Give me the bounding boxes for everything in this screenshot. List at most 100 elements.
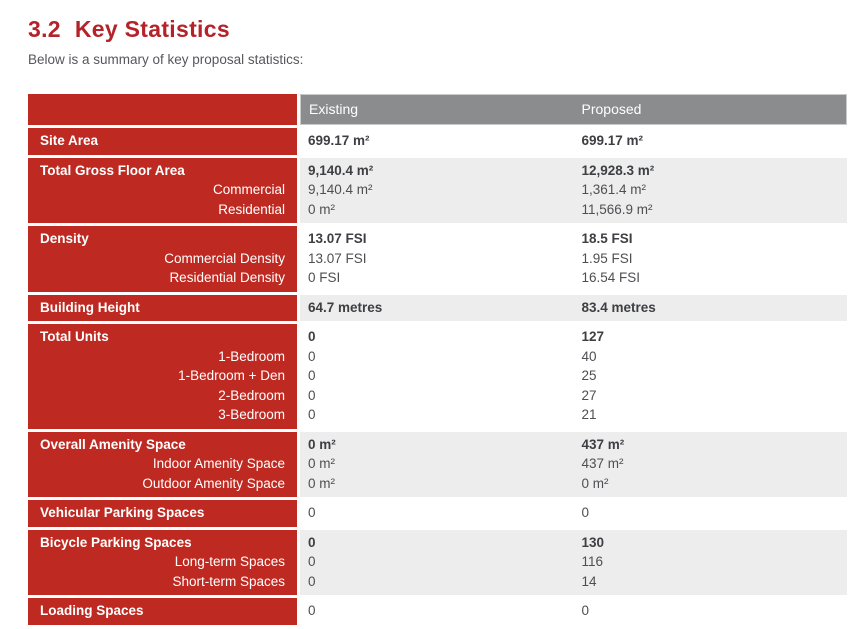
existing-main-value: 0 m² xyxy=(308,436,336,452)
row-label-cell: Building Height xyxy=(28,294,300,321)
existing-value-cell: 64.7 metres xyxy=(300,294,574,321)
existing-sub-value: 0 FSI xyxy=(308,270,341,285)
intro-text: Below is a summary of key proposal stati… xyxy=(28,52,304,67)
table-row: Site Area 699.17 m² 699.17 m² xyxy=(28,128,847,155)
proposed-main-value: 699.17 m² xyxy=(581,133,644,148)
row-sublabel: 1-Bedroom + Den xyxy=(178,368,285,383)
existing-value-cell: 13.07 FSI 13.07 FSI 0 FSI xyxy=(300,226,574,292)
header-columns: Existing Proposed xyxy=(300,94,847,125)
row-label: Bicycle Parking Spaces xyxy=(40,534,192,550)
table-row: Building Height 64.7 metres 83.4 metres xyxy=(28,294,847,321)
existing-sub-value: 0 xyxy=(308,573,316,589)
existing-sub-value: 0 m² xyxy=(308,201,335,217)
row-label: Vehicular Parking Spaces xyxy=(40,505,205,520)
existing-main-value: 13.07 FSI xyxy=(308,231,367,246)
existing-sub-value: 0 xyxy=(308,387,316,403)
row-sublabel: Long-term Spaces xyxy=(174,554,285,569)
proposed-main-value: 18.5 FSI xyxy=(581,231,633,246)
existing-main-value: 0 xyxy=(308,603,316,618)
row-sublabel: Outdoor Amenity Space xyxy=(142,475,285,491)
existing-sub-value: 0 xyxy=(308,554,316,569)
proposed-sub-value: 1,361.4 m² xyxy=(581,182,647,197)
section-heading: 3.2 Key Statistics xyxy=(28,16,847,43)
row-values: 13.07 FSI 13.07 FSI 0 FSI 18.5 FSI 1.95 FSI 1… xyxy=(300,226,847,292)
row-sublabel: Residential xyxy=(218,201,285,217)
existing-main-value: 9,140.4 m² xyxy=(308,162,374,178)
row-label-cell: Total Units 1-Bedroom 1-Bedroom + Den 2-Bed… xyxy=(28,324,300,429)
row-sublabel: 1-Bedroom xyxy=(218,348,285,364)
proposed-sub-value: 16.54 FSI xyxy=(581,270,641,285)
row-values: 9,140.4 m² 9,140.4 m² 0 m² 12,928.3 m² 1,361… xyxy=(300,157,847,223)
proposed-main-value: 83.4 metres xyxy=(581,299,656,315)
proposed-sub-value: 437 m² xyxy=(581,456,624,471)
row-label-cell: Density Commercial Density Residential Den… xyxy=(28,226,300,292)
existing-sub-value: 0 m² xyxy=(308,456,335,471)
existing-value-cell: 0 xyxy=(300,500,574,527)
existing-sub-value: 0 xyxy=(308,348,316,364)
row-label-cell: Loading Spaces xyxy=(28,598,300,625)
table-row: Overall Amenity Space Indoor Amenity Spac… xyxy=(28,431,847,497)
proposed-sub-value: 40 xyxy=(581,348,597,364)
proposed-main-value: 12,928.3 m² xyxy=(581,162,655,178)
table-row: Bicycle Parking Spaces Long-term Spaces Sh… xyxy=(28,529,847,595)
key-statistics-table: Existing Proposed Site Area 699.17 m² 699.… xyxy=(28,94,847,628)
row-label: Total Units xyxy=(40,329,109,344)
header-spacer-cell xyxy=(28,94,300,125)
proposed-value-cell: 127 40 25 27 21 xyxy=(573,324,847,429)
row-label: Density xyxy=(40,231,89,246)
existing-value-cell: 0 xyxy=(300,598,574,625)
proposed-value-cell: 12,928.3 m² 1,361.4 m² 11,566.9 m² xyxy=(573,157,847,223)
proposed-value-cell: 130 116 14 xyxy=(573,529,847,595)
proposed-sub-value: 27 xyxy=(581,387,597,403)
existing-main-value: 0 xyxy=(308,329,316,344)
proposed-sub-value: 1.95 FSI xyxy=(581,250,633,266)
row-sublabel: 2-Bedroom xyxy=(218,387,285,403)
proposed-sub-value: 25 xyxy=(581,368,597,383)
existing-sub-value: 13.07 FSI xyxy=(308,250,367,266)
existing-value-cell: 0 0 0 0 0 xyxy=(300,324,574,429)
proposed-sub-value: 0 m² xyxy=(581,475,609,491)
existing-main-value: 0 xyxy=(308,505,316,520)
row-label: Building Height xyxy=(40,299,140,315)
proposed-value-cell: 83.4 metres xyxy=(573,294,847,321)
section-title: Key Statistics xyxy=(74,16,230,42)
existing-sub-value: 0 xyxy=(308,368,316,383)
proposed-value-cell: 0 xyxy=(573,598,847,625)
proposed-sub-value: 21 xyxy=(581,407,597,422)
row-sublabel: Residential Density xyxy=(169,270,285,285)
proposed-main-value: 437 m² xyxy=(581,436,625,452)
row-sublabel: Short-term Spaces xyxy=(172,573,285,589)
row-label-cell: Vehicular Parking Spaces xyxy=(28,500,300,527)
existing-sub-value: 9,140.4 m² xyxy=(308,182,373,197)
table-row: Loading Spaces 0 0 xyxy=(28,598,847,625)
proposed-value-cell: 0 xyxy=(573,500,847,527)
row-sublabel: Commercial Density xyxy=(164,250,285,266)
row-label-cell: Overall Amenity Space Indoor Amenity Spac… xyxy=(28,431,300,497)
row-values: 699.17 m² 699.17 m² xyxy=(300,128,847,155)
row-label: Loading Spaces xyxy=(40,603,144,618)
proposed-sub-value: 116 xyxy=(581,554,604,569)
proposed-main-value: 127 xyxy=(581,329,605,344)
column-header-existing: Existing xyxy=(309,101,359,117)
column-header-proposed: Proposed xyxy=(581,101,642,117)
existing-sub-value: 0 m² xyxy=(308,475,335,491)
existing-value-cell: 699.17 m² xyxy=(300,128,574,155)
proposed-main-value: 0 xyxy=(581,603,590,618)
existing-main-value: 699.17 m² xyxy=(308,133,370,148)
row-values: 0 0 0 0 0 127 40 25 27 21 xyxy=(300,324,847,429)
row-values: 64.7 metres 83.4 metres xyxy=(300,294,847,321)
proposed-main-value: 0 xyxy=(581,505,590,520)
row-label: Site Area xyxy=(40,133,99,148)
row-values: 0 0 0 130 116 14 xyxy=(300,529,847,595)
existing-value-cell: 0 m² 0 m² 0 m² xyxy=(300,431,574,497)
row-values: 0 m² 0 m² 0 m² 437 m² 437 m² 0 m² xyxy=(300,431,847,497)
table-row: Density Commercial Density Residential Den… xyxy=(28,226,847,292)
row-label: Overall Amenity Space xyxy=(40,436,186,452)
row-label: Total Gross Floor Area xyxy=(40,162,185,178)
proposed-value-cell: 437 m² 437 m² 0 m² xyxy=(573,431,847,497)
existing-value-cell: 9,140.4 m² 9,140.4 m² 0 m² xyxy=(300,157,574,223)
table-row: Total Gross Floor Area Commercial Resident… xyxy=(28,157,847,223)
